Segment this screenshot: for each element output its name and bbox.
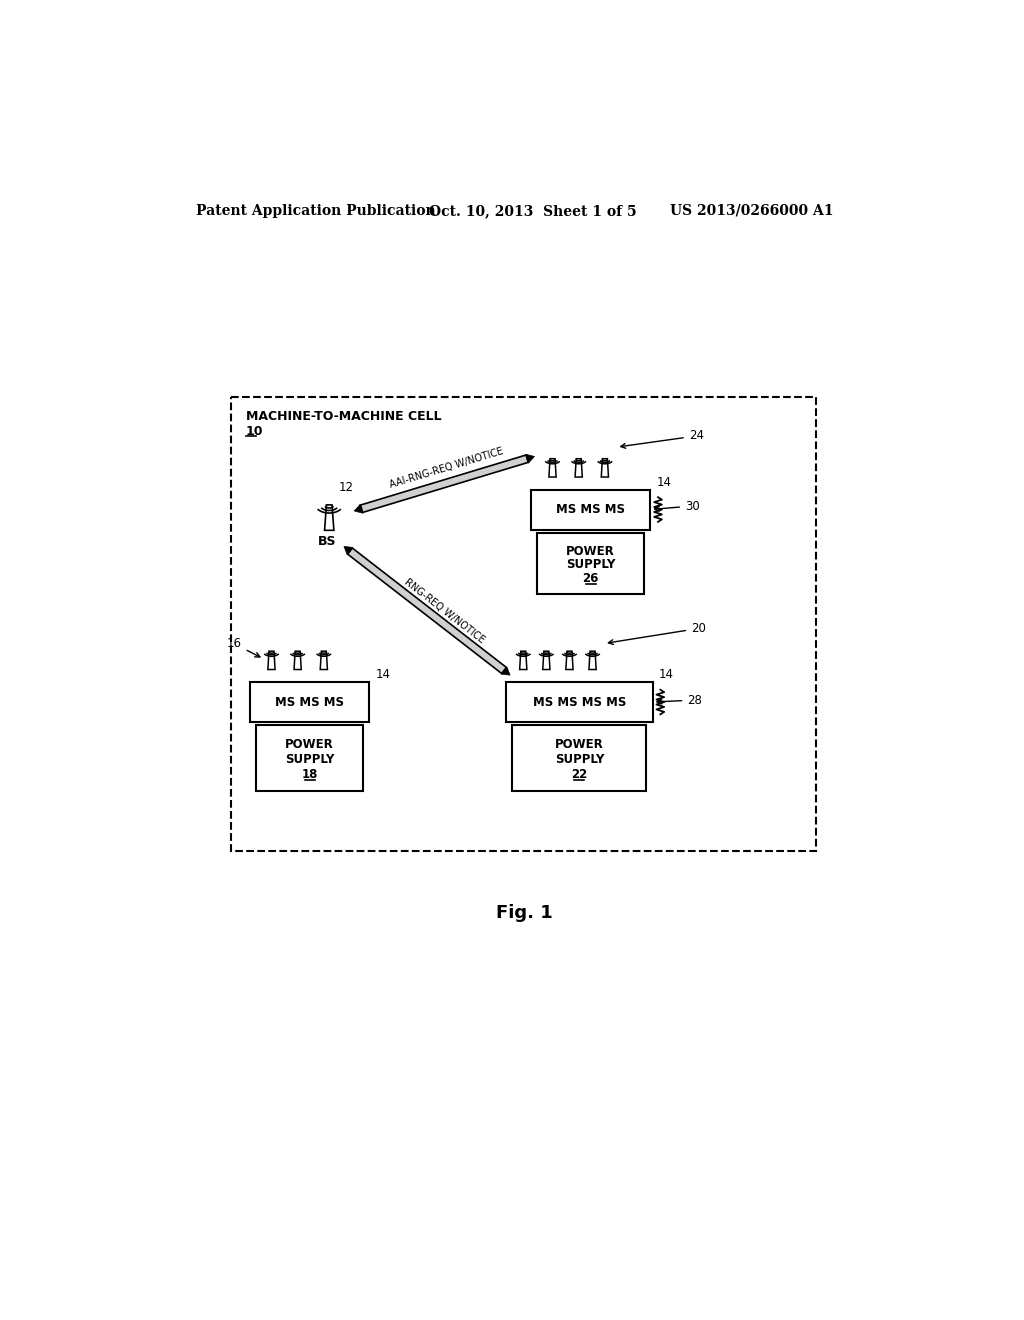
Bar: [531, 490, 650, 529]
Text: US 2013/0266000 A1: US 2013/0266000 A1: [670, 203, 834, 218]
Text: 28: 28: [657, 693, 702, 706]
Bar: [230, 397, 816, 851]
Text: 24: 24: [621, 429, 703, 449]
Polygon shape: [589, 651, 596, 669]
Text: RNG-REQ W/NOTICE: RNG-REQ W/NOTICE: [402, 577, 486, 644]
Text: AAI-RNG-REQ W/NOTICE: AAI-RNG-REQ W/NOTICE: [389, 446, 505, 490]
Text: 22: 22: [571, 768, 588, 780]
Text: 26: 26: [583, 573, 599, 585]
Polygon shape: [360, 455, 528, 512]
Polygon shape: [525, 454, 535, 463]
Text: 10: 10: [246, 425, 263, 438]
Polygon shape: [344, 546, 353, 554]
Bar: [538, 533, 644, 594]
Polygon shape: [501, 667, 510, 675]
Text: 30: 30: [654, 499, 699, 512]
Text: MS MS MS MS: MS MS MS MS: [532, 696, 626, 709]
Polygon shape: [566, 651, 573, 669]
Text: 14: 14: [656, 475, 672, 488]
Polygon shape: [268, 651, 275, 669]
Text: 20: 20: [608, 622, 706, 644]
Polygon shape: [549, 459, 556, 477]
Text: 14: 14: [376, 668, 390, 681]
Bar: [512, 725, 646, 791]
Polygon shape: [348, 548, 507, 673]
Text: MACHINE-TO-MACHINE CELL: MACHINE-TO-MACHINE CELL: [246, 409, 441, 422]
Polygon shape: [325, 506, 334, 531]
Text: SUPPLY: SUPPLY: [555, 752, 604, 766]
Polygon shape: [294, 651, 301, 669]
Text: Oct. 10, 2013  Sheet 1 of 5: Oct. 10, 2013 Sheet 1 of 5: [429, 203, 637, 218]
Polygon shape: [543, 651, 550, 669]
Polygon shape: [321, 651, 328, 669]
Text: 12: 12: [339, 480, 353, 494]
Text: SUPPLY: SUPPLY: [285, 752, 334, 766]
Text: 14: 14: [658, 668, 674, 681]
Text: MS MS MS: MS MS MS: [275, 696, 344, 709]
Text: Patent Application Publication: Patent Application Publication: [196, 203, 435, 218]
Text: 18: 18: [301, 768, 317, 780]
Text: Fig. 1: Fig. 1: [497, 904, 553, 921]
Text: BS: BS: [317, 535, 336, 548]
Text: SUPPLY: SUPPLY: [566, 558, 615, 572]
Bar: [250, 682, 370, 722]
Polygon shape: [519, 651, 527, 669]
Text: POWER: POWER: [555, 738, 604, 751]
Bar: [256, 725, 364, 791]
Polygon shape: [575, 459, 583, 477]
Text: 16: 16: [226, 638, 260, 657]
Polygon shape: [354, 504, 362, 513]
Bar: [506, 682, 652, 722]
Text: POWER: POWER: [286, 738, 334, 751]
Text: MS MS MS: MS MS MS: [556, 503, 625, 516]
Polygon shape: [601, 459, 608, 477]
Text: POWER: POWER: [566, 545, 615, 557]
